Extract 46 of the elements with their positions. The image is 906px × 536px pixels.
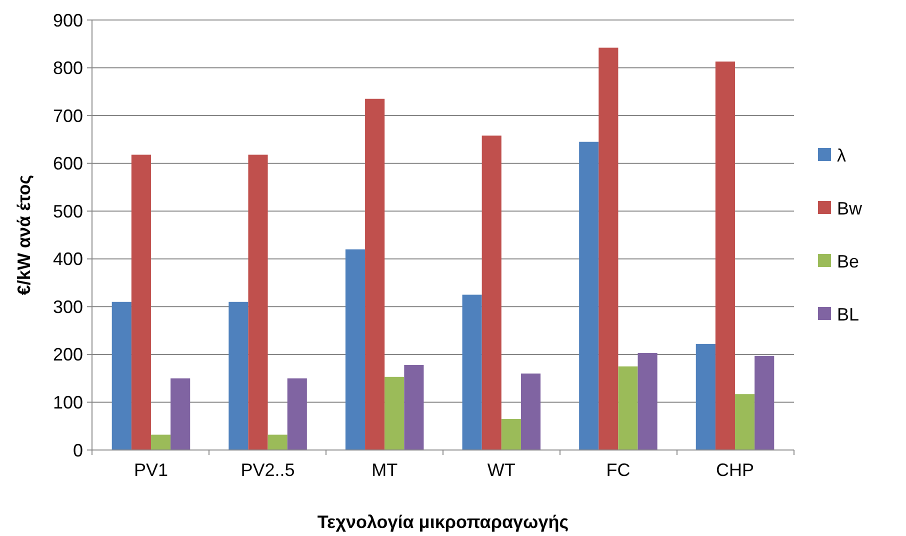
bar <box>520 374 541 450</box>
y-tick-label: 400 <box>52 249 83 270</box>
legend-label: λ <box>837 145 846 166</box>
y-tick-label: 300 <box>52 296 83 317</box>
bar <box>287 378 307 450</box>
y-tick-label: 0 <box>72 440 83 460</box>
bar <box>248 154 268 450</box>
y-tick-label: 500 <box>52 201 83 222</box>
x-tick-label: PV1 <box>134 460 168 480</box>
y-tick-label: 700 <box>52 106 83 126</box>
bar <box>696 344 716 450</box>
bar <box>150 434 171 450</box>
legend-label: Be <box>837 251 860 272</box>
x-tick-label: CHP <box>716 460 754 480</box>
bar <box>638 353 658 450</box>
bar <box>404 364 424 450</box>
y-tick-label: 800 <box>52 58 83 78</box>
legend-label: Bw <box>837 198 864 218</box>
bar <box>131 154 151 450</box>
y-tick-label: 900 <box>52 10 83 30</box>
bar <box>579 142 599 450</box>
bar <box>754 356 774 450</box>
bar <box>735 394 755 450</box>
bar <box>384 376 404 450</box>
bar <box>345 249 366 450</box>
y-tick-label: 200 <box>52 344 83 365</box>
y-tick-label: 100 <box>52 392 83 413</box>
x-tick-label: PV2..5 <box>240 460 295 480</box>
bar <box>482 136 502 450</box>
bar <box>170 378 190 450</box>
y-axis-title: €/kW ανά έτος <box>14 174 34 296</box>
legend-label: BL <box>837 304 860 324</box>
bar <box>268 434 288 450</box>
x-axis-title: Τεχνολογία μικροπαραγωγής <box>317 512 569 532</box>
x-tick-label: WT <box>487 460 516 480</box>
bar <box>228 302 248 450</box>
bar <box>715 62 736 450</box>
x-tick-label: MT <box>372 460 398 480</box>
bar <box>365 98 385 450</box>
bar <box>501 418 521 450</box>
y-tick-label: 600 <box>52 154 83 174</box>
bar <box>462 294 482 450</box>
x-tick-label: FC <box>606 460 630 480</box>
bar <box>112 302 132 450</box>
bar <box>618 366 638 450</box>
bar <box>598 48 618 450</box>
